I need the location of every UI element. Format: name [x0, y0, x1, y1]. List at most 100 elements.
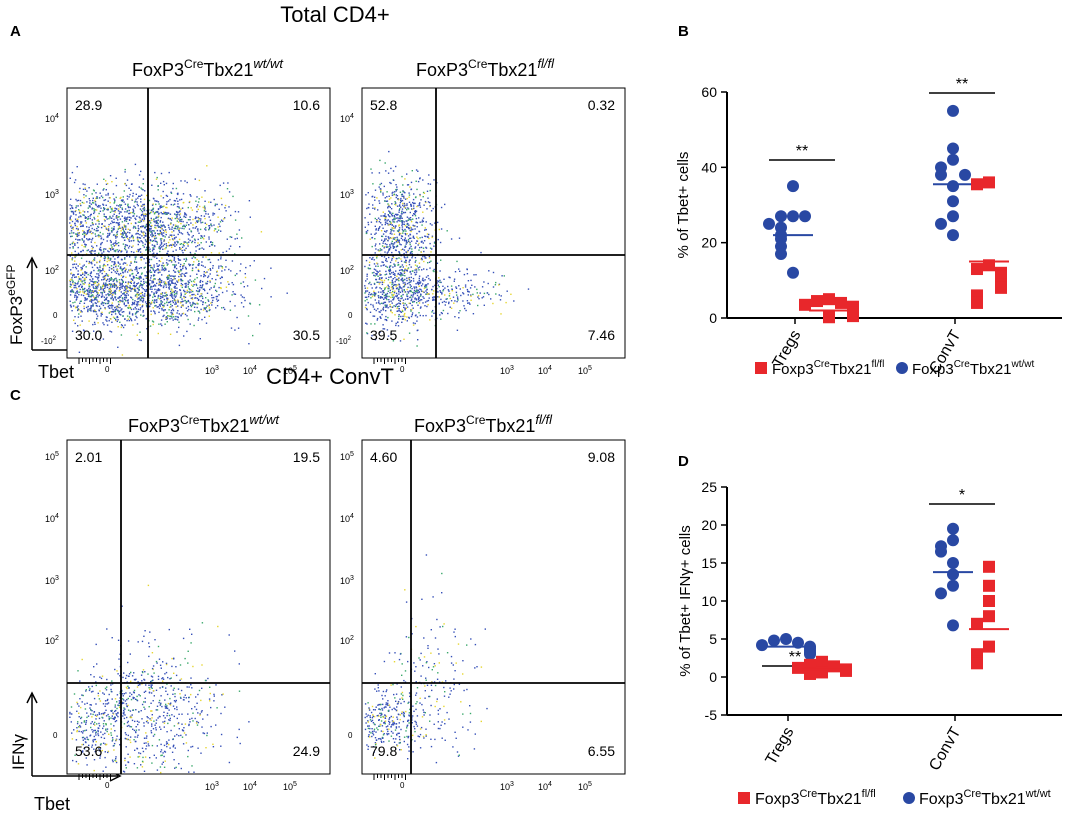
event-dot: [142, 297, 144, 299]
event-dot: [240, 302, 243, 304]
event-dot: [139, 292, 142, 295]
event-dot: [149, 269, 151, 271]
panel-c-title: CD4+ ConvT: [266, 364, 394, 389]
event-dot: [482, 296, 485, 298]
event-dot: [177, 203, 179, 205]
event-dot: [207, 259, 209, 261]
event-dot: [136, 268, 138, 270]
event-dot: [383, 301, 385, 304]
event-dot: [417, 205, 419, 207]
event-dot: [150, 271, 153, 273]
event-dot: [206, 734, 208, 737]
event-dot: [162, 295, 164, 297]
event-dot: [393, 221, 396, 223]
event-dot: [116, 215, 118, 217]
event-dot: [168, 255, 170, 257]
event-dot: [106, 320, 108, 322]
event-dot: [200, 215, 203, 217]
event-dot: [92, 303, 94, 305]
event-dot: [453, 280, 455, 282]
event-dot: [379, 287, 381, 289]
event-dot: [364, 265, 366, 268]
event-dot: [171, 296, 173, 298]
event-dot: [254, 279, 257, 281]
event-dot: [122, 199, 124, 201]
event-dot: [187, 280, 189, 282]
event-dot: [185, 224, 187, 226]
event-dot: [385, 297, 387, 299]
event-dot: [423, 268, 425, 270]
event-dot: [135, 198, 137, 200]
event-dot: [393, 284, 395, 286]
event-dot: [399, 266, 401, 268]
event-dot: [152, 307, 154, 309]
event-dot: [178, 271, 180, 274]
event-dot: [406, 251, 409, 253]
event-dot: [369, 257, 371, 259]
event-dot: [90, 296, 92, 298]
event-dot: [376, 257, 378, 259]
event-dot: [431, 248, 433, 250]
event-dot: [185, 272, 187, 274]
event-dot: [182, 244, 184, 246]
event-dot: [190, 289, 193, 291]
event-dot: [234, 253, 236, 255]
event-dot: [384, 221, 387, 223]
event-dot: [180, 263, 182, 266]
event-dot: [122, 196, 124, 198]
event-dot: [155, 269, 157, 272]
event-dot: [464, 286, 467, 288]
event-dot: [126, 250, 128, 252]
event-dot: [419, 202, 421, 204]
event-dot: [115, 184, 118, 187]
event-dot: [390, 265, 392, 267]
event-dot: [411, 312, 414, 314]
event-dot: [88, 262, 90, 265]
event-dot: [113, 261, 115, 263]
event-dot: [382, 308, 384, 310]
event-dot: [100, 295, 103, 298]
event-dot: [158, 739, 161, 741]
event-dot: [96, 273, 98, 275]
event-dot: [101, 311, 103, 314]
event-dot: [428, 297, 430, 299]
event-dot: [130, 222, 132, 225]
event-dot: [480, 251, 482, 254]
event-dot: [158, 307, 161, 310]
event-dot: [119, 272, 122, 275]
event-dot: [385, 293, 387, 296]
event-dot: [174, 225, 177, 228]
event-dot: [170, 309, 173, 312]
event-dot: [92, 246, 94, 249]
event-dot: [152, 211, 154, 213]
event-dot: [76, 225, 78, 228]
event-dot: [186, 315, 188, 317]
event-dot: [95, 230, 97, 232]
event-dot: [86, 298, 88, 300]
event-dot: [396, 238, 399, 240]
event-dot: [153, 294, 155, 296]
event-dot: [102, 723, 105, 725]
event-dot: [175, 244, 178, 246]
event-dot: [175, 284, 178, 286]
event-dot: [116, 270, 119, 273]
event-dot: [94, 209, 96, 211]
event-dot: [80, 310, 82, 312]
event-dot: [376, 262, 378, 264]
event-dot: [90, 252, 92, 255]
event-dot: [394, 265, 396, 267]
event-dot: [71, 206, 73, 209]
event-dot: [143, 725, 145, 727]
event-dot: [177, 270, 179, 272]
event-dot: [226, 290, 228, 292]
event-dot: [391, 227, 394, 229]
event-dot: [260, 231, 263, 233]
event-dot: [97, 283, 100, 285]
event-dot: [153, 230, 155, 232]
event-dot: [196, 258, 198, 261]
event-dot: [191, 236, 193, 238]
event-dot: [183, 295, 185, 298]
event-dot: [128, 209, 130, 212]
event-dot: [184, 266, 187, 269]
event-dot: [365, 290, 367, 292]
